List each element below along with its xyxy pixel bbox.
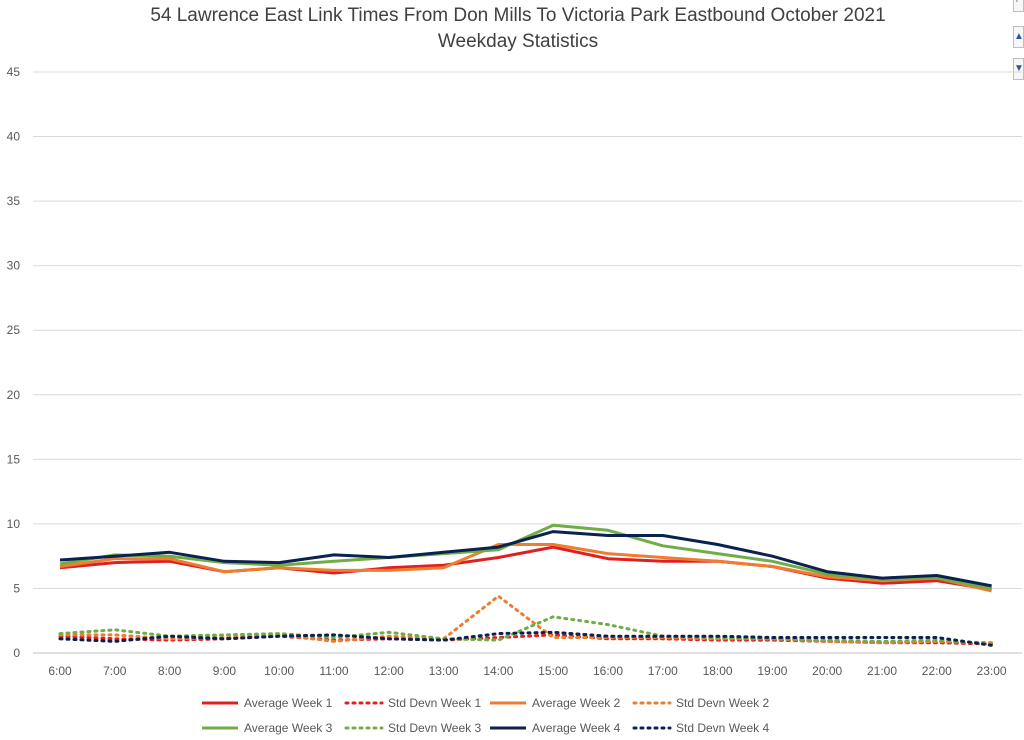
y-tick-label: 0 [13,646,20,660]
x-tick-label: 22:00 [922,664,952,678]
legend-swatch [632,726,672,729]
y-tick-label: 30 [7,259,21,273]
legend-row: Average Week 1 Std Devn Week 1 Average Wee… [200,690,840,715]
legend-item: Std Devn Week 4 [632,721,776,735]
y-tick-label: 40 [7,130,21,144]
x-tick-label: 6:00 [48,664,72,678]
x-tick-label: 19:00 [757,664,787,678]
x-tick-label: 15:00 [538,664,568,678]
legend-label: Average Week 1 [244,695,333,710]
legend-swatch [632,701,672,704]
x-tick-label: 20:00 [812,664,842,678]
chart-title: 54 Lawrence East Link Times From Don Mil… [150,5,886,26]
legend-swatch [344,701,384,704]
legend-swatch [344,726,384,729]
legend-item: Average Week 3 [200,721,344,735]
legend-item: Average Week 4 [488,721,632,735]
x-tick-label: 21:00 [867,664,897,678]
legend-row: Average Week 3 Std Devn Week 3 Average Wee… [200,715,840,740]
x-tick-label: 14:00 [483,664,513,678]
legend-label: Average Week 3 [244,720,333,735]
x-tick-label: 11:00 [319,664,348,678]
series-line-average-week-2 [59,543,992,593]
y-tick-label: 10 [7,517,21,531]
legend-swatch [202,726,238,729]
x-tick-label: 13:00 [429,664,459,678]
series-line-std-devn-week-3 [58,615,994,646]
y-tick-label: 20 [7,388,21,402]
y-axis-ticks: 0 5 10 15 20 25 30 35 40 45 [7,65,21,660]
x-tick-label: 17:00 [648,664,678,678]
x-axis-ticks: 6:00 7:00 8:00 9:00 10:00 11:00 12:00 13:00 14:0… [48,664,1007,678]
gridlines [33,71,1022,654]
series-layer [58,523,994,647]
legend: Average Week 1 Std Devn Week 1 Average Wee… [200,690,840,740]
legend-label: Std Devn Week 4 [676,720,770,735]
legend-label: Std Devn Week 2 [676,695,770,710]
y-tick-label: 25 [7,323,21,337]
legend-label: Std Devn Week 1 [388,695,482,710]
x-tick-label: 23:00 [977,664,1007,678]
x-tick-label: 16:00 [593,664,623,678]
x-tick-label: 10:00 [264,664,294,678]
legend-swatch [490,726,526,729]
x-tick-label: 12:00 [374,664,404,678]
x-tick-label: 7:00 [103,664,127,678]
x-tick-label: 18:00 [703,664,733,678]
series-line-average-week-1 [59,545,992,592]
legend-item: Std Devn Week 1 [344,696,488,710]
legend-label: Average Week 2 [532,695,621,710]
legend-item: Std Devn Week 3 [344,721,488,735]
legend-item: Std Devn Week 2 [632,696,776,710]
x-tick-label: 9:00 [213,664,237,678]
chart-subtitle: Weekday Statistics [437,31,599,52]
y-tick-label: 5 [13,581,20,595]
y-tick-label: 35 [7,194,21,208]
legend-label: Std Devn Week 3 [388,720,482,735]
legend-swatch [202,701,238,704]
series-line-std-devn-week-4 [58,630,994,647]
legend-swatch [490,701,526,704]
y-tick-label: 15 [7,452,21,466]
legend-item: Average Week 1 [200,696,344,710]
x-tick-label: 8:00 [158,664,182,678]
legend-item: Average Week 2 [488,696,632,710]
legend-label: Average Week 4 [532,720,621,735]
series-line-average-week-4 [59,530,992,588]
y-tick-label: 45 [7,65,21,79]
series-line-average-week-3 [59,523,992,590]
